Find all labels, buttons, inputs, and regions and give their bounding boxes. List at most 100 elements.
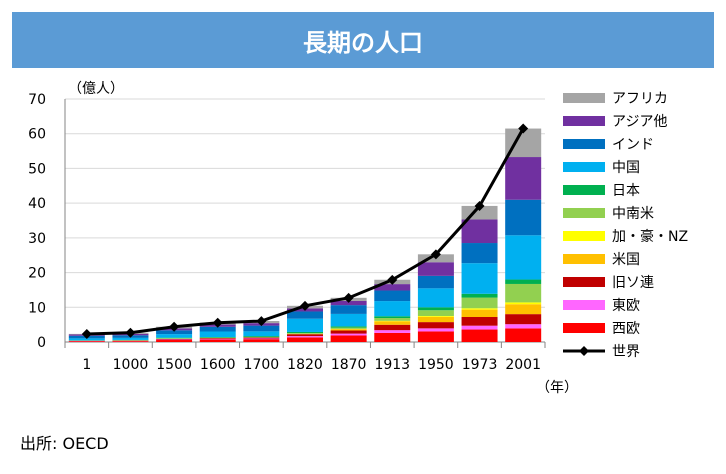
bar-segment-中国: [199, 331, 236, 338]
bar-segment-東欧: [417, 328, 454, 332]
bar-segment-中南米: [330, 327, 367, 329]
legend-label: 米国: [612, 252, 640, 268]
bar-segment-日本: [505, 279, 542, 284]
bar-segment-旧ソ連: [461, 317, 498, 326]
chart-title: 長期の人口: [12, 12, 714, 68]
bar-segment-インド: [330, 305, 367, 314]
legend-swatch: [563, 323, 605, 333]
x-tick-label: 1973: [462, 357, 498, 373]
bar-segment-中南米: [461, 297, 498, 309]
bar-segment-西欧: [199, 339, 236, 342]
bar-segment-加・豪・NZ: [461, 308, 498, 310]
bar-segment-日本: [243, 336, 280, 338]
bar-segment-東欧: [287, 336, 323, 338]
bar-segment-中国: [461, 263, 498, 294]
x-tick-label: 1500: [156, 357, 192, 373]
bar-segment-日本: [417, 307, 454, 311]
bar-segment-加・豪・NZ: [505, 302, 542, 305]
world-line-marker: [125, 327, 136, 338]
x-axis-label: （年）: [536, 380, 578, 396]
bar-segment-日本: [461, 293, 498, 298]
bar-segment-日本: [199, 337, 236, 338]
bar-segment-日本: [287, 331, 323, 334]
y-tick-label: 40: [28, 196, 46, 212]
bar-segment-中南米: [417, 310, 454, 316]
x-tick-label: 1870: [331, 357, 367, 373]
legend-label: アフリカ: [612, 91, 668, 107]
bar-segment-西欧: [68, 341, 105, 342]
bar-segment-西欧: [156, 340, 193, 342]
world-line-marker: [387, 274, 398, 285]
bar-segment-加・豪・NZ: [417, 315, 454, 317]
x-tick-label: 2001: [505, 357, 541, 373]
y-tick-label: 70: [28, 92, 46, 108]
bar-segment-日本: [374, 316, 411, 319]
bar-segment-旧ソ連: [330, 330, 367, 334]
bar-segment-中南米: [374, 318, 411, 321]
bar-segment-米国: [505, 304, 542, 315]
bar-segment-旧ソ連: [156, 338, 193, 340]
bar-segment-西欧: [505, 328, 542, 342]
legend-swatch: [563, 254, 605, 264]
world-line-marker: [430, 249, 441, 260]
bar-segment-中国: [505, 235, 542, 280]
x-tick-label: 1950: [418, 357, 454, 373]
bar-segment-インド: [156, 330, 193, 335]
y-tick-label: 60: [28, 127, 46, 143]
world-line-marker: [81, 328, 92, 339]
bar-segment-東欧: [374, 330, 411, 333]
y-tick-label: 20: [28, 266, 46, 282]
bar-segment-旧ソ連: [417, 322, 454, 329]
bar-segment-旧ソ連: [374, 324, 411, 331]
world-line-marker: [169, 321, 180, 332]
legend-label: インド: [612, 137, 654, 153]
bar-segment-中国: [330, 313, 367, 327]
bar-segment-中国: [287, 318, 323, 332]
x-tick-label: 1913: [374, 357, 410, 373]
bar-segment-アジア他: [461, 219, 498, 244]
legend-label: 加・豪・NZ: [612, 229, 688, 245]
legend-swatch: [563, 231, 605, 241]
bar-segment-東欧: [243, 338, 280, 340]
y-tick-label: 30: [28, 231, 46, 247]
bar-segment-西欧: [112, 341, 149, 342]
bar-segment-アジア他: [330, 300, 367, 306]
bar-segment-中国: [417, 288, 454, 308]
bar-segment-西欧: [287, 337, 323, 342]
bar-segment-インド: [505, 199, 542, 236]
bar-segment-東欧: [505, 324, 542, 329]
world-line-marker: [212, 317, 223, 328]
source-note: 出所: OECD: [20, 434, 109, 453]
y-tick-label: 50: [28, 161, 46, 177]
bar-segment-米国: [417, 316, 454, 323]
x-tick-label: 1820: [287, 357, 323, 373]
world-line-marker: [518, 123, 529, 134]
y-tick-label: 10: [28, 300, 46, 316]
legend-label: 中国: [612, 160, 640, 176]
legend-label: 中南米: [612, 206, 654, 222]
bar-segment-インド: [287, 311, 323, 319]
bar-segment-日本: [330, 326, 367, 328]
y-axis-label: （億人）: [68, 81, 124, 97]
bar-segment-中南米: [156, 338, 193, 339]
bar-segment-旧ソ連: [287, 334, 323, 337]
legend-label: 東欧: [612, 298, 640, 314]
bar-segment-米国: [461, 309, 498, 318]
bar-segment-旧ソ連: [505, 314, 542, 325]
bar-segment-アジア他: [417, 262, 454, 276]
legend-swatch: [563, 208, 605, 218]
legend-swatch: [563, 185, 605, 195]
bar-segment-東欧: [461, 325, 498, 330]
bar-segment-旧ソ連: [243, 337, 280, 339]
bar-segment-インド: [199, 326, 236, 332]
bar-segment-東欧: [330, 333, 367, 336]
x-tick-label: 1600: [200, 357, 236, 373]
legend-label: 日本: [612, 183, 640, 199]
legend-swatch: [563, 139, 605, 149]
bar-segment-インド: [243, 325, 280, 332]
bar-segment-中国: [156, 334, 193, 338]
bar-segment-米国: [374, 321, 411, 325]
world-line-marker: [300, 300, 310, 311]
